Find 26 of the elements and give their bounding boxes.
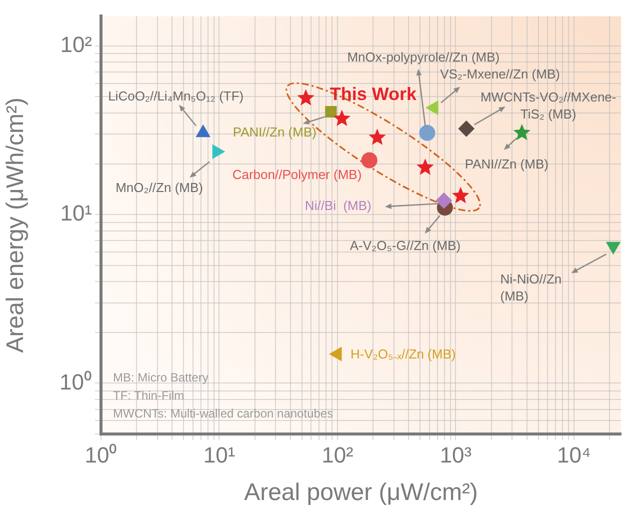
y-tick-label: 10¹ xyxy=(60,200,92,226)
annotation: TF: Thin-Film xyxy=(113,388,184,402)
text: Ni-NiO//Zn (MB) xyxy=(500,272,566,304)
series-label: Carbon//Polymer (MB) xyxy=(232,166,362,182)
series-label: This Work xyxy=(330,84,418,104)
text: Ni//Bi (MB) xyxy=(304,198,372,214)
y-tick-label: 10⁰ xyxy=(60,369,92,394)
x-axis-title: Areal power (μW/cm²) xyxy=(244,479,478,506)
x-tick-label: 10⁰ xyxy=(84,442,118,468)
series-label: H-V₂O₅₋ₓ//Zn (MB) xyxy=(350,346,456,362)
series-label: VS₂-Mxene//Zn (MB) xyxy=(440,66,560,82)
series-label: MWCNTs-VO₂//MXene-TiS₂ (MB) xyxy=(480,89,616,122)
annotation: MWCNTs: Multi-walled carbon nanotubes xyxy=(113,406,334,420)
text: LiCoO₂//Li₄Mn₅O₁₂ (TF) xyxy=(108,88,244,104)
x-tick-label: 10¹ xyxy=(203,442,236,468)
text: A-V₂O₅-G//Zn (MB) xyxy=(350,238,461,254)
y-tick-label: 10² xyxy=(60,32,92,57)
annotation: MB: Micro Battery xyxy=(113,370,208,384)
x-tick-label: 10⁴ xyxy=(556,442,591,468)
series-label: MnO₂//Zn (MB) xyxy=(116,180,203,196)
text: MnOx-polypyrole//Zn (MB) xyxy=(347,49,500,64)
y-axis-title: Areal energy (μWh/cm²) xyxy=(2,97,30,353)
x-tick-label: 10³ xyxy=(440,442,472,468)
x-tick-label: 10² xyxy=(322,442,354,468)
series-label: PANI//Zn (MB) xyxy=(232,124,316,140)
series-label: PANI//Zn (MB) xyxy=(464,156,548,172)
